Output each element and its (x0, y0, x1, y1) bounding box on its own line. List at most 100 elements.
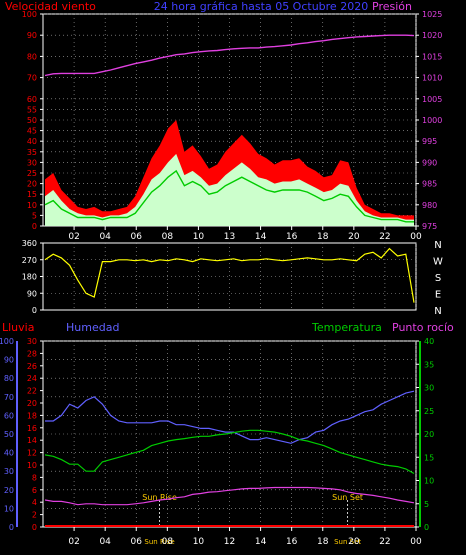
wind-y-tick-label: 80 (27, 52, 37, 61)
wind-y-tick-label: 30 (27, 158, 37, 167)
wind-chart-title: 24 hora gráfica hasta 05 Octubre 2020 (154, 0, 368, 13)
direction-line-series (44, 247, 415, 303)
rain-y-tick-label: 22 (27, 387, 37, 396)
wind-y-tick-label: 10 (27, 201, 37, 210)
wind-y-tick-label: 25 (27, 169, 37, 178)
sunrise-bottom-label: Sun Rise (144, 538, 174, 546)
rain-y-tick-label: 24 (27, 374, 37, 383)
pressure-line (44, 34, 415, 77)
sunset-bottom-label: Sun Set (334, 538, 361, 546)
pressure-y-tick-label: 1015 (422, 52, 442, 61)
wind-y-tick-label: 40 (27, 137, 37, 146)
direction-y-tick-label: 0 (32, 306, 37, 315)
wind-area-series (45, 120, 414, 226)
wind-y-tick-label: 0 (32, 222, 37, 231)
pressure-y-tick-label: 1005 (422, 95, 442, 104)
temp-x-tick-label: 04 (99, 537, 111, 547)
humidity-y-tick-label: 80 (4, 374, 14, 383)
rain-y-tick-label: 20 (27, 399, 37, 408)
temp-x-tick-label: 08 (162, 537, 174, 547)
humidity-axis-label: Humedad (66, 321, 119, 334)
wind-x-tick-label: 08 (162, 232, 174, 242)
rain-y-tick-label: 16 (27, 424, 37, 433)
pressure-y-tick-label: 1020 (422, 31, 442, 40)
pressure-y-tick-label: 1025 (422, 10, 442, 19)
rain-y-tick-label: 12 (27, 449, 37, 458)
rain-y-tick-label: 14 (27, 436, 37, 445)
temp-humidity-panel: Lluvia Humedad Temperatura Punto rocío S… (0, 321, 454, 547)
rain-y-tick-label: 8 (32, 473, 37, 482)
humidity-y-tick-label: 70 (4, 393, 14, 402)
humidity-y-tick-label: 20 (4, 486, 14, 495)
rain-y-tick-label: 26 (27, 362, 37, 371)
compass-label: N (434, 306, 441, 317)
wind-speed-area (45, 153, 414, 226)
temp-y-tick-label: 25 (424, 407, 434, 416)
pressure-axis-label: Presión (372, 0, 412, 13)
temp-y-tick-label: 30 (424, 384, 434, 393)
humidity-y-tick-label: 90 (4, 356, 14, 365)
pressure-y-tick-label: 1010 (422, 74, 442, 83)
wind-y-tick-label: 50 (27, 116, 37, 125)
temp-y-tick-label: 10 (424, 477, 434, 486)
wind-y-tick-label: 20 (27, 180, 37, 189)
humidity-y-tick-label: 10 (4, 504, 14, 513)
wind-line-series (44, 34, 415, 223)
humidity-y-tick-label: 50 (4, 430, 14, 439)
temp-y-tick-label: 40 (424, 337, 434, 346)
direction-tick-labels: 360 270 180 90 0 (22, 239, 37, 315)
compass-label: N (434, 240, 441, 251)
temp-tick-labels: 02 04 06 08 10 12 14 16 18 20 22 000102030405060708… (0, 337, 434, 547)
temp-x-tick-label: 00 (410, 537, 422, 547)
wind-x-tick-label: 18 (317, 232, 329, 242)
wind-pressure-panel: 02 04 06 08 10 13 14 16 18 20 22 000510152025303540… (5, 0, 442, 242)
rain-y-tick-label: 2 (32, 511, 37, 520)
wind-x-tick-label: 14 (255, 232, 267, 242)
temp-x-tick-label: 18 (317, 537, 329, 547)
direction-y-tick-label: 360 (22, 239, 37, 248)
compass-label: E (435, 290, 441, 301)
wind-x-tick-label: 16 (286, 232, 298, 242)
wind-x-tick-label: 02 (68, 232, 79, 242)
rain-y-tick-label: 4 (32, 498, 37, 507)
temp-x-tick-label: 16 (286, 537, 298, 547)
humidity-y-tick-label: 60 (4, 411, 14, 420)
direction-y-tick-label: 270 (22, 256, 37, 265)
wind-x-tick-label: 06 (131, 232, 143, 242)
pressure-y-tick-label: 985 (422, 180, 437, 189)
rain-y-tick-label: 0 (32, 523, 37, 532)
temp-x-tick-label: 06 (131, 537, 143, 547)
rain-y-tick-label: 10 (27, 461, 37, 470)
pressure-y-tick-label: 1000 (422, 116, 442, 125)
sunset-label: Sun Set (332, 493, 363, 502)
wind-y-tick-label: 5 (32, 211, 37, 220)
wind-y-tick-label: 90 (27, 31, 37, 40)
wind-x-tick-label: 00 (410, 232, 422, 242)
wind-average-line (44, 169, 414, 223)
wind-x-tick-label: 13 (224, 232, 235, 242)
humidity-y-tick-label: 0 (9, 523, 14, 532)
wind-y-tick-label: 60 (27, 95, 37, 104)
temp-grid (16, 340, 421, 531)
temp-y-tick-label: 15 (424, 453, 434, 462)
rain-axis-label: Lluvia (2, 321, 34, 334)
temp-x-tick-label: 14 (255, 537, 267, 547)
temp-y-tick-label: 0 (424, 523, 429, 532)
wind-y-tick-label: 45 (27, 127, 37, 136)
temp-x-tick-label: 10 (193, 537, 205, 547)
temperature-axis-label: Temperatura (311, 321, 382, 334)
pressure-y-tick-label: 980 (422, 201, 437, 210)
temp-line-series (44, 390, 415, 527)
temp-x-tick-label: 20 (348, 537, 360, 547)
wind-x-tick-label: 20 (348, 232, 360, 242)
direction-y-tick-label: 180 (22, 273, 37, 282)
direction-y-tick-label: 90 (27, 289, 37, 298)
dew-point-axis-label: Punto rocío (392, 321, 454, 334)
wind-y-tick-label: 55 (27, 105, 37, 114)
compass-label: W (433, 257, 443, 268)
temp-x-tick-label: 12 (224, 537, 235, 547)
wind-y-tick-label: 100 (22, 10, 37, 19)
rain-y-tick-label: 6 (32, 486, 37, 495)
wind-y-tick-label: 35 (27, 148, 37, 157)
